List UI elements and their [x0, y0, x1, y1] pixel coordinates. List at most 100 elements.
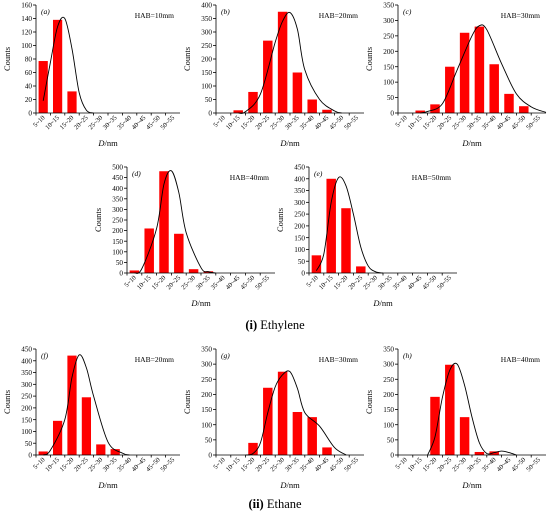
y-axis-title: Counts [364, 47, 374, 71]
x-tick-label: 25~30 [180, 274, 197, 291]
x-tick-label: 50~55 [159, 114, 176, 131]
x-tick-label: 40~45 [131, 456, 148, 473]
y-tick-label: 50 [25, 440, 33, 448]
fit-curve [42, 354, 130, 456]
x-tick-label: 50~55 [525, 456, 542, 473]
chart-panel-3: 0501001502002503003505~1010~1515~2020~25… [364, 2, 547, 148]
chart-panel-4: 0501001502002503003504004505005~1010~151… [93, 164, 275, 308]
x-tick-label: 45~50 [328, 114, 345, 131]
x-tick-label: 40~45 [496, 456, 513, 473]
chart-panel-8: 0501001502002503003505~1010~1515~2020~25… [364, 346, 546, 490]
panel-label: (f) [41, 351, 49, 360]
x-tick-label: 10~15 [225, 456, 242, 473]
y-tick-label: 450 [21, 346, 32, 354]
y-tick-label: 0 [119, 270, 123, 278]
bar-15~20 [430, 396, 440, 455]
y-tick-label: 300 [383, 17, 394, 25]
y-tick-label: 350 [383, 2, 394, 10]
x-tick-label: 10~15 [225, 114, 242, 131]
x-tick-label: 45~50 [145, 456, 162, 473]
x-tick-label: 30~35 [466, 114, 483, 131]
y-tick-label: 200 [383, 391, 394, 399]
x-axis-title-symbol: D [97, 138, 105, 148]
x-tick-label: 25~30 [87, 456, 104, 473]
x-tick-label: 15~20 [59, 456, 76, 473]
x-tick-label: 30~35 [284, 456, 301, 473]
panel-label: (c) [403, 7, 412, 16]
bar-40~45 [504, 93, 514, 113]
x-tick-label: 25~30 [451, 114, 468, 131]
y-tick-label: 350 [21, 369, 32, 377]
y-tick-label: 100 [294, 246, 305, 254]
x-axis-title-symbol: D [190, 298, 198, 308]
y-tick-label: 200 [383, 48, 394, 56]
x-tick-label: 25~30 [87, 114, 104, 131]
bar-15~20 [67, 355, 77, 455]
panel-label: (a) [41, 7, 50, 16]
y-tick-label: 250 [201, 42, 212, 50]
y-tick-label: 250 [112, 217, 123, 225]
hab-annotation: HAB=40mm [230, 173, 269, 182]
y-axis-title: Counts [364, 390, 374, 414]
x-tick-label: 30~35 [377, 274, 394, 291]
y-tick-label: 250 [21, 393, 32, 401]
x-axis-title-unit: /nm [379, 298, 393, 308]
y-tick-label: 300 [201, 29, 212, 37]
x-tick-label: 45~50 [145, 114, 162, 131]
bar-15~20 [67, 91, 77, 113]
section-roman-i: (i) [245, 318, 258, 332]
x-tick-label: 35~40 [299, 456, 316, 473]
fit-curve [238, 11, 342, 114]
y-tick-label: 200 [21, 404, 32, 412]
y-tick-label: 350 [383, 346, 394, 354]
y-tick-label: 150 [383, 63, 394, 71]
y-tick-label: 200 [201, 391, 212, 399]
x-tick-label: 25~30 [269, 456, 286, 473]
x-axis-title-symbol: D [461, 480, 469, 490]
y-tick-label: 120 [21, 29, 32, 37]
x-axis-title: D/nm [372, 298, 393, 308]
fit-curve [134, 170, 216, 274]
y-tick-label: 0 [208, 452, 212, 460]
x-tick-label: 10~15 [407, 456, 424, 473]
x-tick-label: 30~35 [466, 456, 483, 473]
section-roman-ii: (ii) [248, 497, 264, 511]
fit-curve [427, 362, 517, 456]
y-axis-title: Counts [2, 390, 12, 414]
x-tick-label: 15~20 [240, 456, 257, 473]
x-tick-label: 50~55 [436, 274, 453, 291]
bar-5~10 [38, 451, 48, 455]
fit-curve [420, 24, 547, 114]
y-tick-label: 80 [25, 56, 33, 64]
bar-25~30 [277, 11, 288, 113]
x-tick-label: 20~25 [254, 456, 271, 473]
panel-label: (h) [403, 351, 412, 360]
y-tick-label: 100 [383, 421, 394, 429]
bar-20~25 [81, 397, 92, 455]
y-tick-label: 200 [112, 227, 123, 235]
x-tick-label: 10~15 [407, 114, 424, 131]
y-tick-label: 50 [205, 96, 213, 104]
bar-30~35 [292, 72, 303, 113]
x-tick-label: 25~30 [269, 114, 286, 131]
x-axis-title-unit: /nm [197, 298, 211, 308]
section-name-ethane: Ethane [266, 497, 302, 511]
y-tick-label: 50 [116, 259, 124, 267]
y-tick-label: 100 [201, 83, 212, 91]
fit-curve [245, 370, 347, 456]
y-tick-label: 450 [112, 174, 123, 182]
x-axis-title: D/nm [279, 480, 300, 490]
y-tick-label: 60 [25, 69, 33, 77]
x-tick-label: 15~20 [59, 114, 76, 131]
x-tick-label: 20~25 [73, 456, 90, 473]
y-tick-label: 300 [294, 199, 305, 207]
x-axis-title: D/nm [461, 480, 482, 490]
hab-annotation: HAB=10mm [135, 11, 174, 20]
y-tick-label: 160 [21, 2, 32, 10]
bar-20~25 [445, 364, 455, 455]
y-tick-label: 200 [294, 222, 305, 230]
y-tick-label: 150 [383, 406, 394, 414]
y-tick-label: 0 [390, 110, 394, 118]
bar-15~20 [248, 442, 258, 455]
bar-10~15 [415, 110, 425, 113]
